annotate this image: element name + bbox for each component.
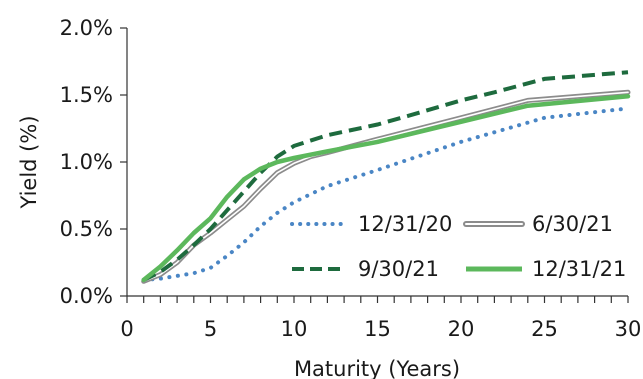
x-tick-label: 25 [531, 317, 558, 341]
x-tick-label: 10 [281, 317, 308, 341]
x-axis-title: Maturity (Years) [294, 357, 460, 379]
series-layer [141, 70, 631, 284]
series-line-12-31-20 [141, 106, 630, 282]
series-line-6-30-21 [141, 89, 631, 284]
y-axis-title: Yield (%) [17, 115, 41, 209]
x-tick-label: 0 [120, 317, 133, 341]
legend-label: 6/30/21 [532, 212, 613, 236]
y-tick-label: 0.0% [60, 284, 113, 308]
x-tick-label: 20 [448, 317, 475, 341]
axes: 0.0% 0.5% 1.0% 1.5% 2.0% 0 5 10 15 20 25 30 [60, 16, 642, 341]
series-line-12-31-21 [141, 94, 631, 283]
legend-label: 12/31/21 [532, 257, 626, 281]
y-tick-label: 0.5% [60, 217, 113, 241]
x-tick-label: 5 [204, 317, 217, 341]
series-line-9-30-21 [142, 70, 629, 282]
legend-label: 12/31/20 [358, 212, 452, 236]
y-tick-label: 1.0% [60, 150, 113, 174]
y-tick-label: 1.5% [60, 83, 113, 107]
legend-label: 9/30/21 [358, 257, 439, 281]
x-tick-label: 15 [364, 317, 391, 341]
y-tick-label: 2.0% [60, 16, 113, 40]
series-line-6-30-21-inner [142, 91, 629, 283]
x-tick-label: 30 [615, 317, 642, 341]
legend: 12/31/20 6/30/21 9/30/21 12/31/21 [290, 212, 626, 281]
